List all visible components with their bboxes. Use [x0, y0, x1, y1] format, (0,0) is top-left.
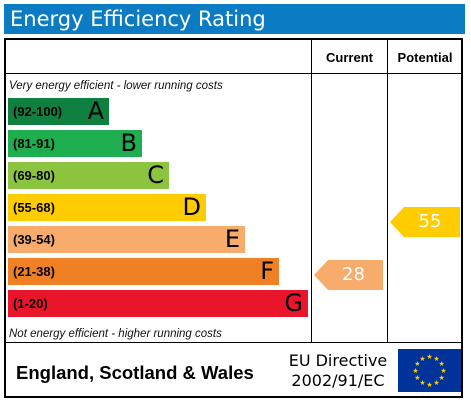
band-letter: E: [224, 225, 240, 253]
column-potential-header: Potential: [397, 50, 453, 65]
band-f: (21-38) F: [8, 257, 279, 285]
current-arrow-shape: [314, 260, 383, 290]
note-efficient: Very energy efficient - lower running co…: [9, 80, 223, 92]
band-a: (92-100) A: [8, 97, 109, 125]
band-letter: D: [182, 193, 201, 221]
band-letter: G: [284, 289, 303, 317]
band-e: (39-54) E: [8, 225, 245, 253]
footer-region: England, Scotland & Wales: [16, 362, 254, 383]
band-range: (55-68): [13, 200, 55, 215]
band-range: (21-38): [13, 264, 55, 279]
flag-star-icon: ★: [426, 353, 432, 361]
rating-frame: [4, 38, 463, 398]
column-current-header: Current: [326, 50, 373, 65]
band-range: (92-100): [13, 104, 63, 119]
flag-star-icon: ★: [433, 355, 439, 363]
chart-title: Energy Efficiency Rating: [10, 7, 266, 31]
band-letter: C: [147, 161, 164, 189]
potential-rating-arrow: 55: [390, 207, 460, 237]
band-range: (81-91): [13, 136, 55, 151]
directive-line-1: EU Directive: [288, 351, 388, 370]
flag-star-icon: ★: [412, 367, 418, 375]
potential-rating-value: 55: [418, 211, 442, 232]
flag-star-icon: ★: [438, 360, 444, 368]
divider-potential: [387, 40, 388, 342]
flag-star-icon: ★: [440, 367, 446, 375]
band-b: (81-91) B: [8, 129, 142, 157]
divider-current: [311, 40, 312, 342]
flag-star-icon: ★: [414, 374, 420, 382]
band-g: (1-20) G: [8, 289, 308, 317]
divider-footer: [6, 342, 461, 343]
flag-star-icon: ★: [433, 379, 439, 387]
band-letter: A: [87, 97, 104, 125]
flag-star-icon: ★: [419, 355, 425, 363]
footer-directive: EU Directive 2002/91/EC: [282, 351, 394, 391]
eu-flag-icon: ★ ★★★★★★★★★★★: [398, 349, 461, 392]
flag-star-icon: ★: [438, 374, 444, 382]
potential-arrow-shape: [390, 207, 460, 237]
current-rating-value: 28: [342, 264, 365, 285]
divider-header: [6, 73, 461, 74]
band-d: (55-68) D: [8, 193, 206, 221]
flag-star-icon: ★: [426, 381, 432, 389]
band-c: (69-80) C: [8, 161, 169, 189]
title-bar: Energy Efficiency Rating: [4, 4, 465, 34]
note-inefficient: Not energy efficient - higher running co…: [9, 328, 222, 340]
directive-line-2: 2002/91/EC: [291, 371, 385, 390]
flag-star-icon: ★: [419, 379, 425, 387]
current-rating-arrow: 28: [314, 260, 383, 290]
band-range: (69-80): [13, 168, 55, 183]
band-range: (1-20): [13, 296, 48, 311]
band-letter: F: [260, 257, 274, 285]
band-range: (39-54): [13, 232, 55, 247]
flag-star-icon: ★: [414, 360, 420, 368]
band-letter: B: [120, 129, 137, 157]
